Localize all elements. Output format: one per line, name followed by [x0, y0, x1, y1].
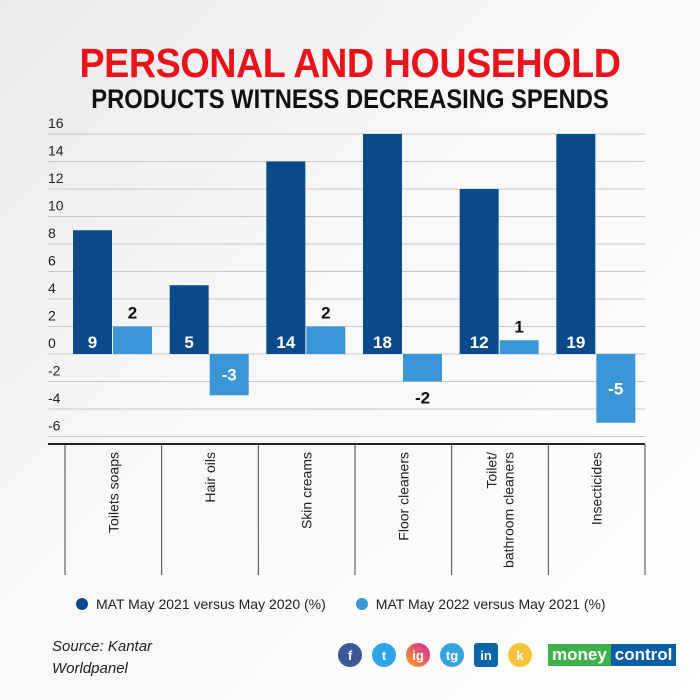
- bar: [556, 134, 596, 354]
- data-label: 2: [321, 304, 330, 323]
- legend: MAT May 2021 versus May 2020 (%) MAT May…: [76, 596, 606, 612]
- x-tick-label: Insecticides: [589, 452, 605, 525]
- x-tick-label: Floor cleaners: [395, 452, 411, 541]
- y-tick-label: -2: [48, 363, 61, 379]
- legend-item-2022: MAT May 2022 versus May 2021 (%): [355, 596, 606, 612]
- x-tick-label: Toilets soaps: [105, 452, 121, 533]
- source-line: Worldpanel: [52, 660, 128, 677]
- bar: [169, 285, 209, 354]
- x-tick-label: Hair oils: [202, 452, 218, 503]
- bar: [363, 134, 402, 354]
- bar: [306, 326, 346, 354]
- bar: [596, 354, 636, 423]
- y-tick-label: -6: [48, 418, 61, 434]
- data-label: 19: [566, 333, 585, 352]
- koo-icon[interactable]: k: [508, 643, 532, 667]
- legend-label: MAT May 2021 versus May 2020 (%): [96, 596, 326, 612]
- chart-subtitle: PRODUCTS WITNESS DECREASING SPENDS: [91, 84, 609, 114]
- y-tick-label: 16: [48, 115, 64, 131]
- bar: [73, 230, 112, 354]
- linkedin-icon[interactable]: in: [474, 643, 498, 667]
- data-label: 14: [276, 333, 295, 352]
- instagram-icon[interactable]: ig: [406, 643, 430, 667]
- y-tick-label: -4: [48, 390, 61, 406]
- legend-marker: [76, 598, 88, 610]
- source-note: Source: Kantar Worldpanel: [52, 636, 172, 680]
- x-tick-label: Toilet/: [484, 452, 500, 489]
- legend-marker: [355, 598, 368, 610]
- bar: [459, 189, 499, 354]
- bar: [113, 326, 152, 354]
- data-label: 12: [470, 333, 489, 352]
- data-label: -5: [608, 379, 623, 398]
- data-label: 9: [88, 333, 97, 352]
- y-tick-label: 0: [48, 335, 56, 351]
- moneycontrol-logo: money control: [548, 644, 677, 666]
- y-tick-label: 8: [48, 225, 56, 241]
- y-tick-label: 4: [48, 280, 56, 296]
- social-bar: f t ig tg in k money control: [338, 643, 677, 667]
- data-label: 5: [184, 333, 193, 352]
- data-label: -3: [222, 366, 237, 385]
- data-label: -2: [415, 389, 430, 408]
- facebook-icon[interactable]: f: [338, 643, 362, 667]
- y-tick-label: 10: [48, 198, 64, 214]
- y-tick-label: 14: [48, 143, 64, 159]
- bar: [266, 161, 306, 354]
- logo-part: control: [610, 644, 677, 666]
- data-label: 18: [373, 333, 392, 352]
- source-line: Source: Kantar: [52, 638, 153, 655]
- x-tick-label: bathroom cleaners: [501, 452, 517, 568]
- bar: [209, 354, 249, 396]
- y-tick-label: 12: [48, 170, 64, 186]
- x-tick-label: Skin creams: [299, 452, 315, 529]
- legend-label: MAT May 2022 versus May 2021 (%): [375, 596, 606, 612]
- bar: [403, 354, 442, 382]
- y-tick-label: 6: [48, 253, 56, 269]
- logo-part: money: [548, 644, 611, 666]
- data-label: 2: [128, 304, 137, 323]
- chart-title: PERSONAL AND HOUSEHOLD: [79, 40, 621, 86]
- legend-item-2021: MAT May 2021 versus May 2020 (%): [76, 596, 326, 612]
- twitter-icon[interactable]: t: [372, 643, 396, 667]
- data-label: 1: [514, 317, 523, 336]
- y-tick-label: 2: [48, 308, 56, 324]
- telegram-icon[interactable]: tg: [440, 643, 464, 667]
- bar: [499, 340, 539, 354]
